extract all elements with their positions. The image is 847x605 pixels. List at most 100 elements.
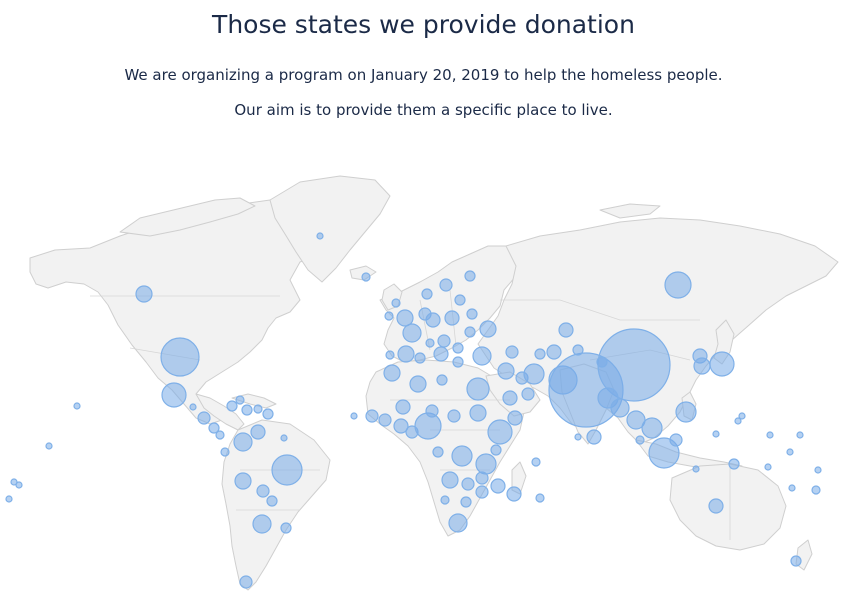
bubble[interactable] bbox=[796, 431, 804, 439]
bubble[interactable] bbox=[447, 409, 461, 423]
bubble[interactable] bbox=[252, 514, 272, 534]
world-map[interactable] bbox=[0, 170, 847, 605]
bubble[interactable] bbox=[433, 346, 449, 362]
bubble[interactable] bbox=[469, 404, 487, 422]
bubble[interactable] bbox=[350, 412, 358, 420]
bubble[interactable] bbox=[451, 445, 473, 467]
bubble[interactable] bbox=[790, 555, 802, 567]
bubble[interactable] bbox=[241, 404, 253, 416]
bubble[interactable] bbox=[479, 320, 497, 338]
bubble[interactable] bbox=[45, 442, 53, 450]
bubble[interactable] bbox=[475, 485, 489, 499]
bubble[interactable] bbox=[574, 433, 582, 441]
bubble[interactable] bbox=[432, 446, 444, 458]
bubble[interactable] bbox=[475, 453, 497, 475]
bubble[interactable] bbox=[266, 495, 278, 507]
bubble[interactable] bbox=[452, 356, 464, 368]
bubble[interactable] bbox=[814, 466, 822, 474]
bubble[interactable] bbox=[391, 298, 401, 308]
bubble[interactable] bbox=[641, 417, 663, 439]
bubble[interactable] bbox=[610, 398, 630, 418]
bubble[interactable] bbox=[235, 395, 245, 405]
bubble[interactable] bbox=[253, 404, 263, 414]
bubble[interactable] bbox=[409, 375, 427, 393]
bubble[interactable] bbox=[558, 322, 574, 338]
bubble[interactable] bbox=[226, 400, 238, 412]
bubble[interactable] bbox=[384, 311, 394, 321]
bubble[interactable] bbox=[448, 513, 468, 533]
bubble[interactable] bbox=[262, 408, 274, 420]
bubble[interactable] bbox=[572, 344, 584, 356]
bubble[interactable] bbox=[675, 401, 697, 423]
bubble[interactable] bbox=[788, 484, 796, 492]
bubble[interactable] bbox=[487, 419, 513, 445]
bubble[interactable] bbox=[425, 338, 435, 348]
bubble[interactable] bbox=[766, 431, 774, 439]
bubble[interactable] bbox=[396, 309, 414, 327]
bubble[interactable] bbox=[437, 334, 451, 348]
bubble[interactable] bbox=[454, 294, 466, 306]
bubble[interactable] bbox=[664, 271, 692, 299]
bubble[interactable] bbox=[10, 478, 18, 486]
bubble[interactable] bbox=[490, 478, 506, 494]
bubble[interactable] bbox=[472, 346, 492, 366]
bubble[interactable] bbox=[475, 471, 489, 485]
bubble[interactable] bbox=[531, 457, 541, 467]
bubble[interactable] bbox=[811, 485, 821, 495]
bubble[interactable] bbox=[73, 402, 81, 410]
bubble[interactable] bbox=[490, 444, 502, 456]
bubble[interactable] bbox=[535, 493, 545, 503]
bubble[interactable] bbox=[734, 417, 742, 425]
bubble[interactable] bbox=[712, 430, 720, 438]
bubble[interactable] bbox=[361, 272, 371, 282]
bubble[interactable] bbox=[693, 357, 711, 375]
bubble[interactable] bbox=[393, 418, 409, 434]
bubble[interactable] bbox=[460, 496, 472, 508]
bubble[interactable] bbox=[239, 575, 253, 589]
bubble[interactable] bbox=[709, 351, 735, 377]
bubble[interactable] bbox=[738, 412, 746, 420]
bubble[interactable] bbox=[534, 348, 546, 360]
bubble[interactable] bbox=[669, 433, 683, 447]
bubble[interactable] bbox=[692, 465, 700, 473]
bubble[interactable] bbox=[215, 430, 225, 440]
bubble[interactable] bbox=[506, 486, 522, 502]
bubble[interactable] bbox=[521, 387, 535, 401]
bubble[interactable] bbox=[160, 337, 200, 377]
bubble[interactable] bbox=[397, 345, 415, 363]
bubble[interactable] bbox=[233, 432, 253, 452]
bubble[interactable] bbox=[161, 382, 187, 408]
bubble[interactable] bbox=[497, 362, 515, 380]
bubble[interactable] bbox=[280, 522, 292, 534]
bubble[interactable] bbox=[466, 308, 478, 320]
bubble[interactable] bbox=[461, 477, 475, 491]
bubble[interactable] bbox=[507, 410, 523, 426]
bubble[interactable] bbox=[764, 463, 772, 471]
bubble[interactable] bbox=[421, 288, 433, 300]
bubble[interactable] bbox=[635, 435, 645, 445]
bubble[interactable] bbox=[441, 471, 459, 489]
bubble[interactable] bbox=[220, 447, 230, 457]
bubble[interactable] bbox=[708, 498, 724, 514]
bubble[interactable] bbox=[250, 424, 266, 440]
bubble[interactable] bbox=[189, 403, 197, 411]
bubble[interactable] bbox=[316, 232, 324, 240]
bubble[interactable] bbox=[502, 390, 518, 406]
bubble[interactable] bbox=[378, 413, 392, 427]
bubble[interactable] bbox=[425, 404, 439, 418]
bubble[interactable] bbox=[414, 412, 442, 440]
bubble[interactable] bbox=[523, 363, 545, 385]
bubble[interactable] bbox=[383, 364, 401, 382]
bubble[interactable] bbox=[505, 345, 519, 359]
bubble[interactable] bbox=[256, 484, 270, 498]
bubble[interactable] bbox=[135, 285, 153, 303]
bubble[interactable] bbox=[626, 410, 646, 430]
bubble[interactable] bbox=[440, 495, 450, 505]
bubble[interactable] bbox=[414, 352, 426, 364]
bubble[interactable] bbox=[464, 270, 476, 282]
bubble[interactable] bbox=[280, 434, 288, 442]
bubble[interactable] bbox=[648, 437, 680, 469]
bubble[interactable] bbox=[395, 399, 411, 415]
bubble[interactable] bbox=[464, 326, 476, 338]
bubble[interactable] bbox=[402, 323, 422, 343]
